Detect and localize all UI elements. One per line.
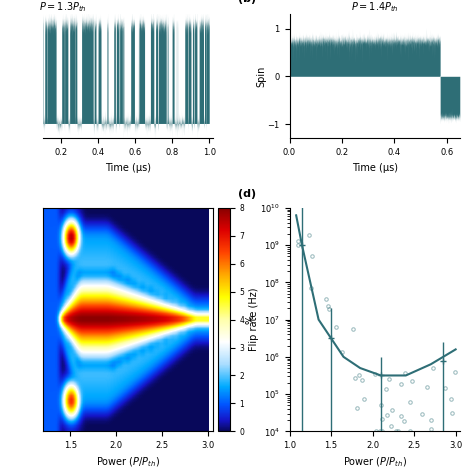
Text: $P=1.3P_{th}$: $P=1.3P_{th}$ bbox=[39, 0, 87, 14]
Text: (d): (d) bbox=[238, 189, 256, 199]
Y-axis label: Spin: Spin bbox=[256, 65, 266, 87]
X-axis label: Power ($P/P_{th}$): Power ($P/P_{th}$) bbox=[96, 456, 160, 469]
X-axis label: Time (μs): Time (μs) bbox=[352, 163, 398, 173]
Y-axis label: %: % bbox=[246, 315, 256, 324]
Y-axis label: Flip rate (Hz): Flip rate (Hz) bbox=[249, 288, 259, 351]
X-axis label: Power ($P/P_{th}$): Power ($P/P_{th}$) bbox=[343, 456, 407, 469]
Text: (b): (b) bbox=[238, 0, 256, 4]
X-axis label: Time (μs): Time (μs) bbox=[105, 163, 151, 173]
Title: $P=1.4P_{th}$: $P=1.4P_{th}$ bbox=[351, 0, 399, 14]
